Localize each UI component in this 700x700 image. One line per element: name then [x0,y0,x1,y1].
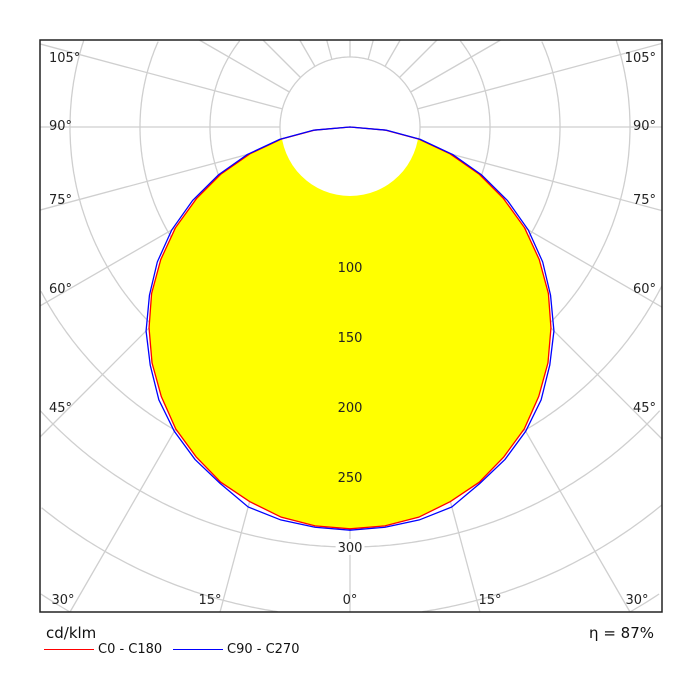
grid-ring [39,410,350,548]
radial-tick-label: 250 [338,471,363,486]
grid-spoke [39,144,283,211]
angle-tick-label: 0° [343,593,358,608]
unit-label: cd/klm [46,624,97,642]
angle-tick-label: 15° [198,593,221,608]
angle-tick-label: 60° [49,282,72,297]
grid-spoke [326,39,333,60]
angle-tick-label: 105° [49,51,80,66]
grid-spoke [39,43,283,110]
legend-item-c0: C0 - C180 [44,642,162,657]
angle-tick-label: 75° [49,193,72,208]
radial-tick-label: 150 [338,331,363,346]
radial-tick-label: 200 [338,401,363,416]
grid-spoke [367,39,374,60]
legend-item-c90: C90 - C270 [173,642,299,657]
series-c90-c270 [145,126,555,531]
angle-tick-label: 30° [51,593,74,608]
grid-ring [422,504,663,613]
angle-tick-label: 90° [633,119,656,134]
grid-spoke [399,39,438,78]
angle-tick-label: 75° [633,193,656,208]
legend-swatch-red [44,649,94,650]
angle-tick-label: 15° [478,593,501,608]
angle-tick-label: 45° [49,401,72,416]
grid-ring [41,507,278,613]
grid-ring [350,410,661,548]
series-c0-c180 [148,126,552,530]
radial-tick-label: 300 [338,541,363,556]
angle-tick-label: 90° [49,119,72,134]
grid-spoke [417,42,663,110]
angle-tick-label: 60° [633,282,656,297]
plot-frame [39,39,663,613]
grid-spoke [384,39,401,67]
efficiency-label: η = 87% [589,624,654,642]
grid-spoke [262,39,301,78]
angle-tick-label: 45° [633,401,656,416]
grid-spoke [198,39,290,93]
radial-tick-label: 100 [338,261,363,276]
grid-spoke [410,39,502,93]
grid-spoke [299,39,316,67]
angle-tick-label: 105° [625,51,656,66]
angle-tick-label: 30° [625,593,648,608]
legend-label: C90 - C270 [227,642,300,657]
intensity-fill [149,127,551,529]
grid-spoke [417,144,663,212]
legend-swatch-blue [173,649,223,650]
legend-label: C0 - C180 [98,642,163,657]
grid-ring [40,593,71,613]
grid-ring [629,593,660,613]
